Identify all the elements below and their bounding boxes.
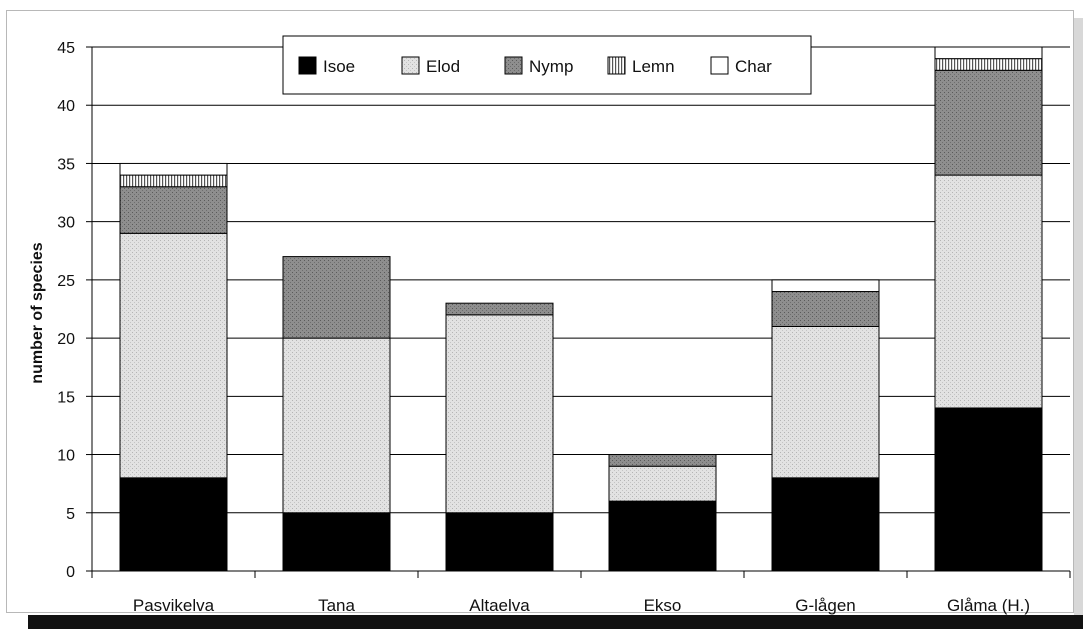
y-tick-label: 10 xyxy=(57,448,75,465)
frame-shadow-bottom xyxy=(28,615,1083,629)
y-tick-label: 30 xyxy=(57,215,75,232)
bar-nymp-6 xyxy=(934,69,1043,176)
bar-char-5 xyxy=(771,279,880,293)
bar-elod-1 xyxy=(119,232,228,479)
x-category-label: Altaelva xyxy=(469,596,530,615)
y-tick-label: 5 xyxy=(66,506,75,523)
legend: Isoe Elod Nymp Lemn Char xyxy=(282,35,812,95)
bar-nymp-4 xyxy=(608,454,717,467)
bar-elod-3 xyxy=(445,314,554,514)
bar-nymp-3 xyxy=(445,302,554,316)
bar-isoe-3 xyxy=(445,512,554,572)
bar-elod-4 xyxy=(608,465,717,502)
bar-lemn-1 xyxy=(119,174,228,188)
bar-nymp-5 xyxy=(771,291,880,327)
frame-shadow-right xyxy=(1074,18,1083,615)
legend-swatch-elod xyxy=(401,56,420,75)
gridlines xyxy=(92,46,1070,514)
y-tick-label: 35 xyxy=(57,156,75,173)
y-tick-label: 45 xyxy=(57,40,75,57)
y-tick-label: 25 xyxy=(57,273,75,290)
legend-label-char: Char xyxy=(735,57,772,76)
bar-isoe-6 xyxy=(934,407,1043,572)
axes xyxy=(86,46,1071,578)
legend-swatch-isoe xyxy=(298,56,317,75)
legend-label-isoe: Isoe xyxy=(323,57,355,76)
bar-nymp-2 xyxy=(282,256,391,339)
bar-char-1 xyxy=(119,162,228,176)
bar-elod-6 xyxy=(934,174,1043,409)
bar-isoe-1 xyxy=(119,477,228,572)
y-tick-label: 40 xyxy=(57,98,75,115)
axis-labels: 0 5 10 15 20 25 30 35 40 45 Pasvikelva Tana Altaelva… xyxy=(57,40,1030,615)
legend-label-nymp: Nymp xyxy=(529,57,573,76)
x-category-label: Tana xyxy=(318,596,355,615)
bar-isoe-2 xyxy=(282,512,391,572)
x-category-label: G-lågen xyxy=(795,596,855,615)
bars xyxy=(119,46,1043,572)
bar-isoe-5 xyxy=(771,477,880,572)
bar-nymp-1 xyxy=(119,186,228,234)
y-tick-label: 0 xyxy=(66,564,75,581)
y-axis-label: number of species xyxy=(29,242,46,383)
y-tick-label: 20 xyxy=(57,331,75,348)
legend-swatch-lemn xyxy=(607,56,626,75)
bar-lemn-6 xyxy=(934,58,1043,71)
y-tick-label: 15 xyxy=(57,389,75,406)
bar-char-6 xyxy=(934,46,1043,60)
bar-elod-2 xyxy=(282,337,391,514)
legend-label-elod: Elod xyxy=(426,57,460,76)
legend-label-lemn: Lemn xyxy=(632,57,675,76)
bar-elod-5 xyxy=(771,325,880,479)
legend-swatch-char xyxy=(710,56,729,75)
x-category-label: Ekso xyxy=(644,596,682,615)
x-category-label: Glåma (H.) xyxy=(947,596,1030,615)
legend-swatch-nymp xyxy=(504,56,523,75)
bar-isoe-4 xyxy=(608,500,717,572)
x-category-label: Pasvikelva xyxy=(133,596,215,615)
